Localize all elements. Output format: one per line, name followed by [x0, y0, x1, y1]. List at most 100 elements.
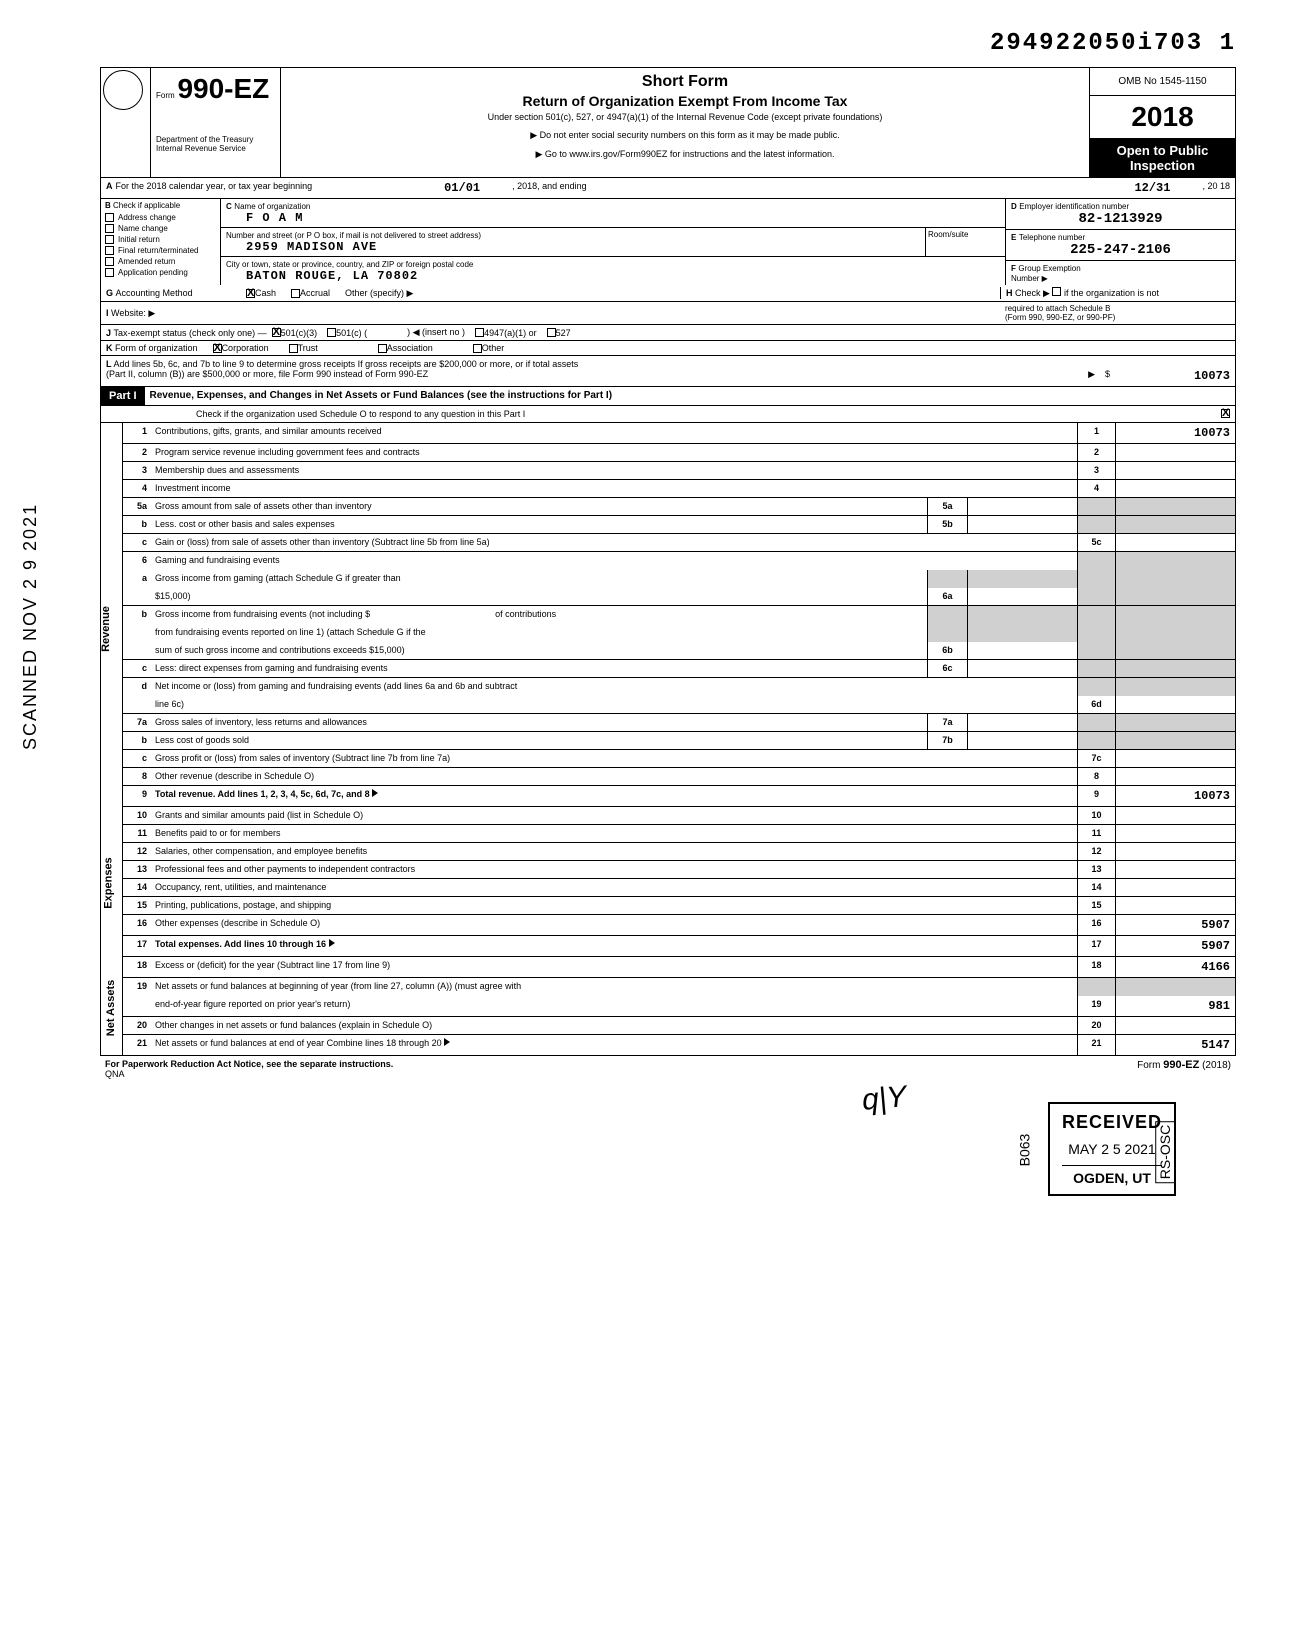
form-ref: Form 990-EZ (2018)	[1137, 1059, 1231, 1079]
street-val: 2959 MADISON AVE	[246, 240, 377, 254]
chk-amended[interactable]: Amended return	[101, 256, 220, 267]
omb-number: OMB No 1545-1150	[1090, 68, 1235, 96]
a-text: For the 2018 calendar year, or tax year …	[116, 181, 313, 195]
open-public: Open to Public Inspection	[1090, 139, 1235, 177]
line-18: 18Excess or (deficit) for the year (Subt…	[123, 957, 1235, 978]
line-5b: bLess. cost or other basis and sales exp…	[123, 516, 1235, 534]
chk-schedule-o[interactable]	[1221, 409, 1230, 418]
line-6a-2: $15,000) 6a	[123, 588, 1235, 606]
line-8: 8Other revenue (describe in Schedule O) …	[123, 768, 1235, 786]
chk-initial[interactable]: Initial return	[101, 234, 220, 245]
line-7b: bLess cost of goods sold 7b	[123, 732, 1235, 750]
triangle-icon	[329, 939, 335, 947]
chk-pending[interactable]: Application pending	[101, 267, 220, 278]
checkbox-icon	[105, 268, 114, 277]
main-block: B Check if applicable Address change Nam…	[100, 199, 1236, 285]
warn-text: ▶ Do not enter social security numbers o…	[291, 130, 1079, 141]
chk-corp[interactable]	[213, 344, 222, 353]
line-6b-2: from fundraising events reported on line…	[123, 624, 1235, 642]
chk-assoc[interactable]	[378, 344, 387, 353]
line-2: 2Program service revenue including gover…	[123, 444, 1235, 462]
open-text: Open to Public	[1094, 143, 1231, 158]
part1-row: Part I Revenue, Expenses, and Changes in…	[100, 387, 1236, 406]
h-text: H Check ▶ if the organization is not	[1000, 287, 1230, 299]
chk-other[interactable]	[473, 344, 482, 353]
checkbox-icon	[105, 257, 114, 266]
room-cell: Room/suite	[925, 228, 1005, 256]
received-location: OGDEN, UT	[1062, 1165, 1162, 1186]
line-6d-1: dNet income or (loss) from gaming and fu…	[123, 678, 1235, 696]
chk-4947[interactable]	[475, 328, 484, 337]
chk-name[interactable]: Name change	[101, 223, 220, 234]
subtitle: Return of Organization Exempt From Incom…	[291, 93, 1079, 109]
line-13: 13Professional fees and other payments t…	[123, 861, 1235, 879]
chk-501c3[interactable]	[272, 328, 281, 337]
row-k: K Form of organization Corporation Trust…	[101, 340, 1235, 355]
short-form-title: Short Form	[291, 73, 1079, 91]
a-end-suffix: , 20 18	[1202, 181, 1230, 195]
chk-h[interactable]	[1052, 287, 1061, 296]
line-19-1: 19Net assets or fund balances at beginni…	[123, 978, 1235, 996]
revenue-sidebar: Revenue	[101, 423, 123, 807]
b-header: B Check if applicable	[101, 199, 220, 212]
city-label: City or town, state or province, country…	[226, 260, 473, 269]
col-b: B Check if applicable Address change Nam…	[101, 199, 221, 285]
chk-501c[interactable]	[327, 328, 336, 337]
col-right: D Employer identification number 82-1213…	[1005, 199, 1235, 285]
line-6d-2: line 6c) 6d	[123, 696, 1235, 714]
line-19-2: end-of-year figure reported on prior yea…	[123, 996, 1235, 1017]
line-6: 6Gaming and fundraising events	[123, 552, 1235, 570]
group-label: Group Exemption	[1018, 264, 1080, 273]
chk-527[interactable]	[547, 328, 556, 337]
expenses-lines: 10Grants and similar amounts paid (list …	[123, 807, 1235, 957]
expenses-label: Expenses	[103, 857, 115, 908]
chk-trust[interactable]	[289, 344, 298, 353]
line-15: 15Printing, publications, postage, and s…	[123, 897, 1235, 915]
year-cell: 2018	[1090, 96, 1235, 139]
netassets-label: Net Assets	[105, 980, 117, 1036]
name-label: Name of organization	[234, 202, 310, 211]
line-16: 16Other expenses (describe in Schedule O…	[123, 915, 1235, 936]
dept-treasury: Department of the Treasury	[156, 135, 275, 144]
year-prefix: 20	[1131, 101, 1162, 132]
end-date: 12/31	[1102, 181, 1202, 195]
scribble-logo-icon	[103, 70, 143, 110]
checkbox-icon	[105, 224, 114, 233]
received-date: MAY 2 5 2021	[1062, 1141, 1162, 1157]
row-a: A For the 2018 calendar year, or tax yea…	[100, 178, 1236, 199]
tel-val: 225-247-2106	[1011, 242, 1230, 258]
received-text: RECEIVED	[1062, 1112, 1162, 1133]
line-1: 1Contributions, gifts, grants, and simil…	[123, 423, 1235, 444]
line-20: 20Other changes in net assets or fund ba…	[123, 1017, 1235, 1035]
doc-number: 294922050i703 1	[100, 30, 1236, 57]
netassets-sidebar: Net Assets	[101, 957, 123, 1055]
form-prefix: Form	[156, 91, 175, 100]
i-label: I Website: ▶	[106, 308, 246, 319]
a-mid: , 2018, and ending	[512, 181, 587, 195]
triangle-icon	[444, 1038, 450, 1046]
chk-accrual[interactable]	[291, 289, 300, 298]
revenue-label: Revenue	[100, 606, 112, 652]
line-17: 17Total expenses. Add lines 10 through 1…	[123, 936, 1235, 957]
chk-final[interactable]: Final return/terminated	[101, 245, 220, 256]
stamps-area: q|Y B063 RECEIVED MAY 2 5 2021 OGDEN, UT…	[100, 1092, 1236, 1212]
footer: For Paperwork Reduction Act Notice, see …	[100, 1056, 1236, 1082]
row-i: I Website: ▶ required to attach Schedule…	[101, 302, 1235, 324]
chk-cash[interactable]	[246, 289, 255, 298]
e-label: E	[1011, 233, 1016, 242]
d-label: D	[1011, 202, 1017, 211]
j-label: J Tax-exempt status (check only one) —	[106, 328, 267, 338]
goto-text: ▶ Go to www.irs.gov/Form990EZ for instru…	[291, 149, 1079, 160]
revenue-lines: 1Contributions, gifts, grants, and simil…	[123, 423, 1235, 807]
tel-label: Telephone number	[1019, 233, 1085, 242]
rs-osc-stamp: RS-OSC	[1155, 1121, 1175, 1183]
line-11: 11Benefits paid to or for members 11	[123, 825, 1235, 843]
b063-stamp: B063	[1017, 1134, 1033, 1167]
checkbox-icon	[105, 246, 114, 255]
part1-title: Revenue, Expenses, and Changes in Net As…	[145, 387, 618, 405]
qna: QNA	[105, 1069, 125, 1079]
form-header: Form 990-EZ Department of the Treasury I…	[100, 67, 1236, 178]
chk-address[interactable]: Address change	[101, 212, 220, 223]
line-6b-1: bGross income from fundraising events (n…	[123, 606, 1235, 624]
line-5c: cGain or (loss) from sale of assets othe…	[123, 534, 1235, 552]
